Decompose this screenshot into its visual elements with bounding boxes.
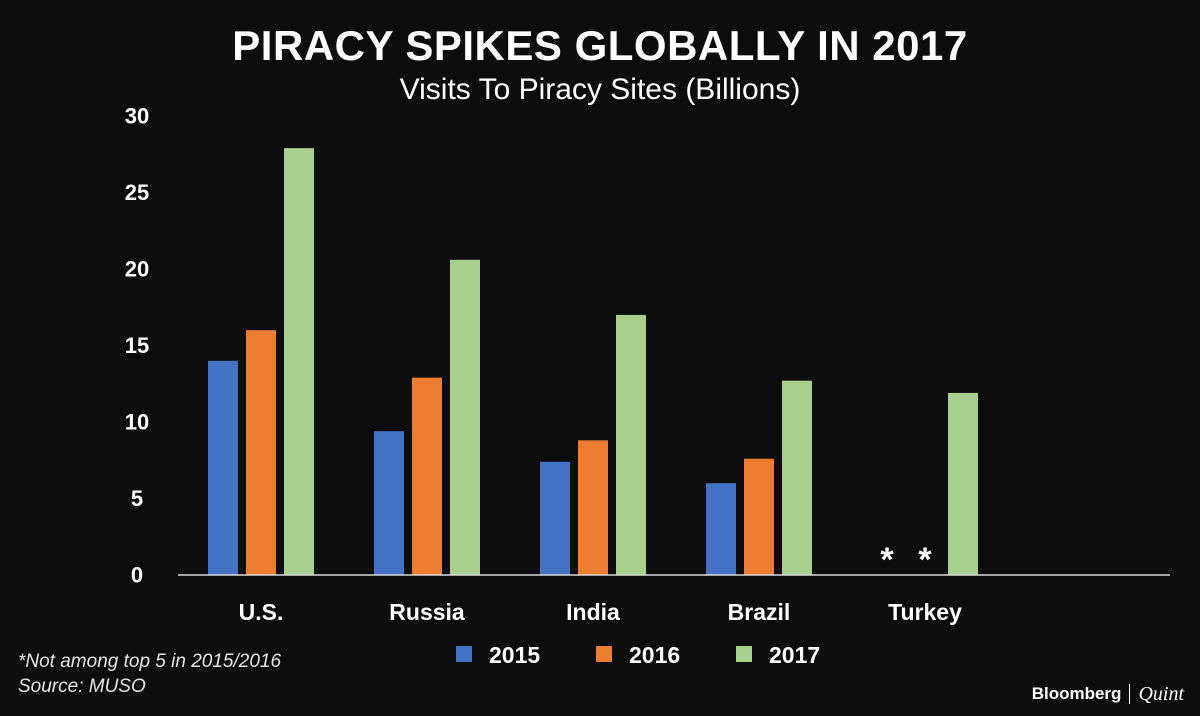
bar-2017-russia	[450, 259, 480, 575]
bar-2015-india	[540, 461, 570, 575]
chart-subtitle: Visits To Piracy Sites (Billions)	[399, 73, 801, 106]
bars: * *	[208, 148, 978, 579]
category-label: Russia	[389, 599, 465, 625]
brand-divider	[1129, 684, 1131, 704]
legend-label-2017: 2017	[769, 642, 820, 668]
chart-title: PIRACY SPIKES GLOBALLY IN 2017	[232, 22, 968, 69]
legend-swatch-2016	[596, 646, 612, 662]
y-tick-label: 20	[125, 257, 149, 282]
y-tick-label: 5	[131, 486, 143, 511]
bar-2017-brazil	[782, 380, 812, 575]
bar-2015-brazil	[706, 483, 736, 575]
bar-2017-turkey	[948, 392, 978, 575]
legend: 2015 2016 2017	[456, 642, 820, 668]
brand-bloomberg: Bloomberg	[1031, 684, 1122, 703]
y-axis: 0 5 10 15 20 25 30	[125, 104, 149, 588]
y-tick-label: 25	[125, 180, 149, 205]
y-tick-label: 0	[131, 563, 143, 588]
category-label: Brazil	[728, 599, 791, 625]
y-tick-label: 10	[125, 410, 149, 435]
category-label: Turkey	[888, 599, 962, 625]
category-label: India	[566, 599, 620, 625]
y-tick-label: 30	[125, 104, 149, 129]
legend-swatch-2017	[736, 646, 752, 662]
bar-2016-us	[246, 330, 276, 575]
bar-2016-russia	[412, 377, 442, 575]
bar-2015-russia	[374, 431, 404, 575]
bar-2017-india	[616, 314, 646, 575]
bar-2015-us	[208, 360, 238, 575]
category-label: U.S.	[239, 599, 284, 625]
legend-label-2016: 2016	[629, 642, 680, 668]
bar-2016-brazil	[744, 458, 774, 575]
brand-quint: Quint	[1138, 682, 1184, 705]
y-tick-label: 15	[125, 333, 149, 358]
missing-data-marker: *	[918, 541, 932, 579]
bar-2017-us	[284, 148, 314, 575]
source-note: Source: MUSO	[18, 676, 146, 697]
legend-label-2015: 2015	[489, 642, 540, 668]
legend-swatch-2015	[456, 646, 472, 662]
missing-data-marker: *	[880, 541, 894, 579]
bar-2016-india	[578, 440, 608, 575]
footnote: *Not among top 5 in 2015/2016	[18, 651, 282, 672]
brand-logo: Bloomberg Quint	[1032, 683, 1184, 705]
category-labels: U.S. Russia India Brazil Turkey	[239, 599, 962, 625]
